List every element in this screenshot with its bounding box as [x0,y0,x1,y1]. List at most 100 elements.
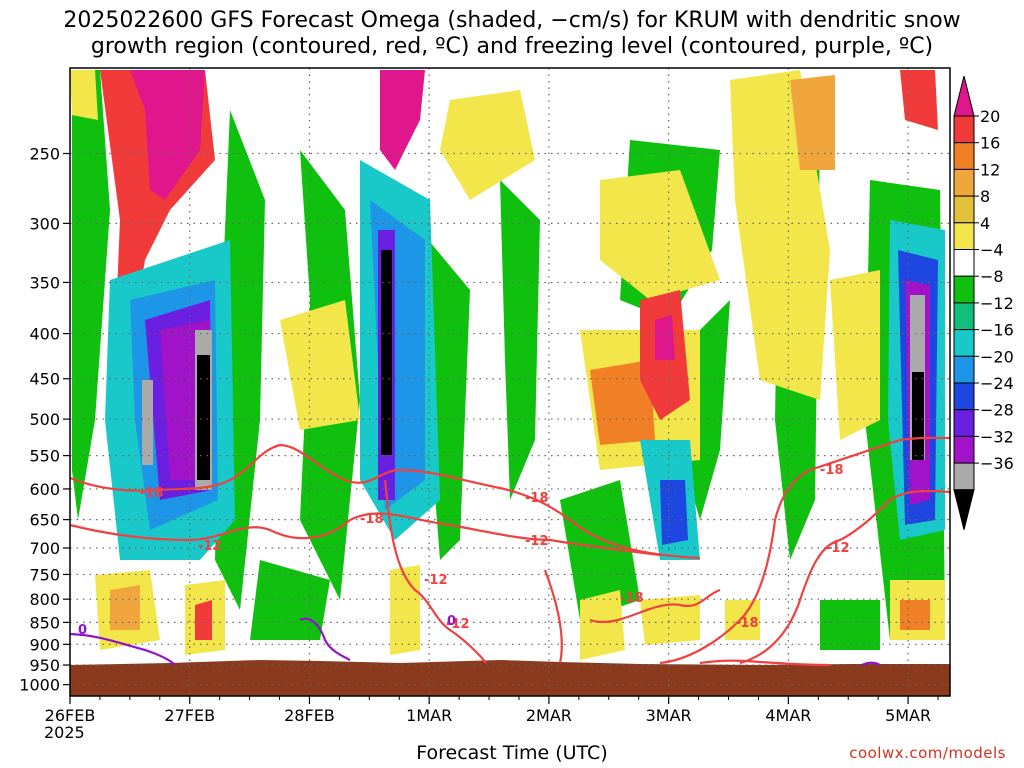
source-credit: coolwx.com/models [849,744,1006,762]
colorbar-bin [953,115,975,144]
colorbar-label: −20 [980,347,1014,366]
contour-label: -18 [140,486,164,501]
colorbar-label: 12 [980,160,1000,179]
contour-label: -18 [360,512,384,527]
y-tick-label: 850 [29,613,60,632]
omega-region-orange [590,360,655,445]
dendritic-contour [589,588,721,624]
dendritic-contour [659,436,951,665]
omega-region-yellow [640,595,700,645]
y-tick-label: 250 [29,144,60,163]
y-tick-label: 950 [29,656,60,675]
dendritic-contours [69,436,951,667]
omega-region-pink [655,315,675,360]
dendritic-contour [739,489,951,665]
colorbar-label: −8 [980,267,1004,286]
omega-region-black [912,372,924,460]
colorbar-bin [953,355,975,384]
contour-label: -12 [446,617,470,632]
omega-shading [70,70,945,660]
dendritic-contour [543,569,563,664]
colorbar-label: −4 [980,241,1004,260]
colorbar-bin [953,329,975,357]
colorbar-label: −16 [980,321,1014,340]
colorbar-bin [953,435,975,464]
freezing-contour [69,632,176,666]
colorbar-bin [953,275,975,304]
omega-region-pink [130,70,205,200]
dendritic-contour [699,659,831,667]
colorbar-bin [953,249,975,277]
x-tick-label: 4MAR [765,706,811,725]
contour-label: 0 [447,614,456,629]
y-tick-label: 450 [29,370,60,389]
freezing-contours [69,617,881,667]
x-year-label: 2025 [44,723,85,742]
y-tick-label: 750 [29,565,60,584]
contour-label: -18 [525,491,549,506]
x-tick-label: 26FEB [45,706,96,725]
chart-title-line-1: 2025022600 GFS Forecast Omega (shaded, −… [63,8,961,33]
omega-region-yellow [600,170,720,300]
x-tick-label: 3MAR [646,706,692,725]
omega-region-gray [142,380,153,465]
omega-region-yellow [830,270,880,440]
contour-label: -12 [424,573,448,588]
colorbar-bottom-arrow [953,489,975,530]
colorbar: 20 16 12 8 4 −4 −8 −12 −16 −20 −24 −28 −32 −36 [953,75,1014,530]
y-tick-label: 350 [29,273,60,292]
omega-region-green [820,600,880,650]
colorbar-label: 8 [980,187,990,206]
colorbar-bin [953,382,975,411]
x-axis-title: Forecast Time (UTC) [416,742,608,764]
x-tick-label: 27FEB [164,706,215,725]
x-tick-label: 28FEB [284,706,335,725]
omega-region-yellow [390,565,420,655]
contour-labels: -18 -12 -18 -12 -12 -18 -12 -18 -18 -18 … [78,463,850,638]
colorbar-label: −28 [980,401,1014,420]
omega-region-orange [900,600,930,630]
colorbar-label: 4 [980,214,990,233]
omega-region-yellow [440,90,535,200]
omega-region-yellow [580,590,625,660]
x-tick-label: 5MAR [885,706,931,725]
colorbar-label: −12 [980,294,1014,313]
omega-region-red [195,600,212,640]
colorbar-bin [953,462,975,491]
y-tick-label: 900 [29,635,60,654]
contour-label: -12 [525,534,549,549]
omega-region-orange [110,585,140,630]
y-tick-label: 550 [29,447,60,466]
y-tick-label: 1000 [19,676,60,695]
omega-region-green [500,180,540,500]
colorbar-bin [953,168,975,197]
dendritic-contour [69,443,701,560]
colorbar-label: 20 [980,107,1000,126]
omega-region-yellow [280,300,360,430]
colorbar-label: −32 [980,427,1014,446]
colorbar-bin [953,302,975,331]
dendritic-contour [69,512,661,557]
omega-region-black [197,355,210,480]
plot-frame [69,67,951,697]
omega-region-black [381,250,392,455]
grid-lines [70,68,950,696]
omega-region-green [560,480,640,620]
y-tick-label: 300 [29,214,60,233]
y-tick-label: 800 [29,590,60,609]
omega-region-red [900,70,938,130]
colorbar-bin [953,142,975,170]
contour-label: -12 [826,541,850,556]
colorbar-bin [953,409,975,437]
y-tick-label: 700 [29,539,60,558]
contour-label: -12 [198,539,222,554]
colorbar-top-arrow [953,75,975,117]
x-tick-label: 2MAR [526,706,572,725]
omega-region-blue [660,480,688,545]
contour-label: 0 [78,623,87,638]
colorbar-bin [953,195,975,224]
omega-region-yellow [725,600,760,640]
dendritic-contour [383,479,487,664]
omega-region-yellow [70,70,98,120]
